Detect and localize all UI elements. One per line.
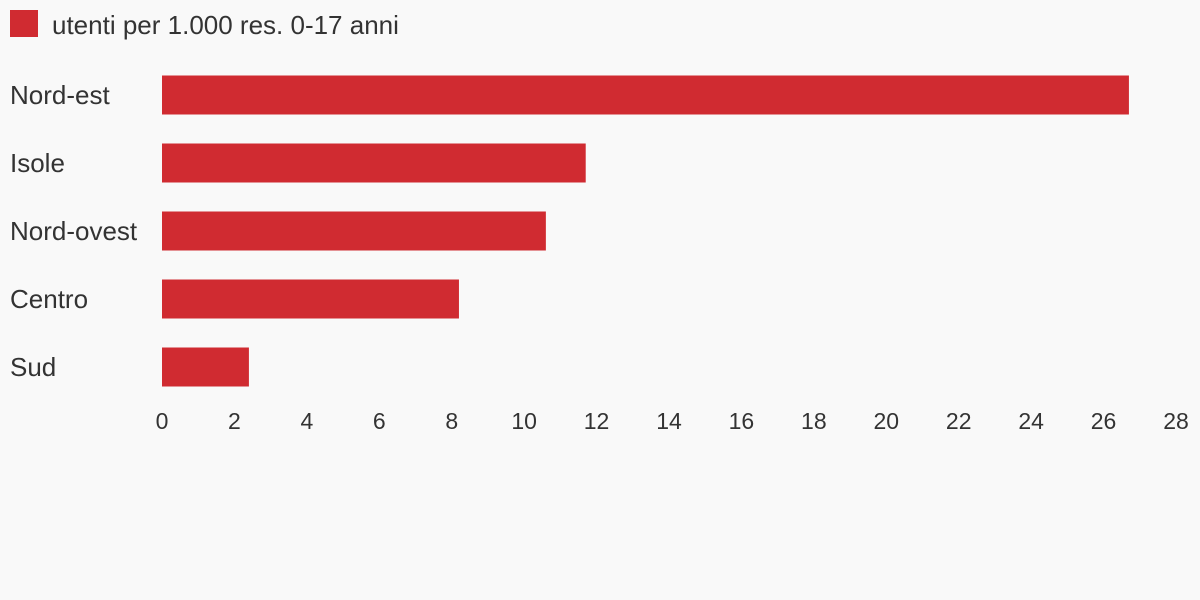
y-tick-label: Centro bbox=[10, 284, 88, 314]
bar bbox=[162, 75, 1129, 115]
y-tick-label: Sud bbox=[10, 352, 56, 382]
x-tick-label: 12 bbox=[584, 408, 610, 434]
legend-swatch bbox=[10, 10, 38, 37]
x-tick-label: 22 bbox=[946, 408, 972, 434]
x-tick-label: 20 bbox=[873, 408, 899, 434]
x-tick-label: 18 bbox=[801, 408, 827, 434]
x-tick-label: 6 bbox=[373, 408, 386, 434]
x-tick-label: 24 bbox=[1018, 408, 1044, 434]
x-tick-label: 14 bbox=[656, 408, 682, 434]
y-tick-label: Nord-ovest bbox=[10, 216, 138, 246]
bar bbox=[162, 279, 459, 319]
x-tick-label: 0 bbox=[156, 408, 169, 434]
x-tick-label: 4 bbox=[300, 408, 313, 434]
x-tick-label: 28 bbox=[1163, 408, 1189, 434]
x-tick-label: 10 bbox=[511, 408, 537, 434]
x-tick-label: 16 bbox=[729, 408, 755, 434]
bar bbox=[162, 347, 249, 387]
y-tick-label: Nord-est bbox=[10, 80, 110, 110]
bar bbox=[162, 143, 586, 183]
x-tick-label: 2 bbox=[228, 408, 241, 434]
x-tick-label: 8 bbox=[445, 408, 458, 434]
bar bbox=[162, 211, 546, 251]
legend-label: utenti per 1.000 res. 0-17 anni bbox=[52, 10, 399, 40]
x-tick-label: 26 bbox=[1091, 408, 1117, 434]
y-tick-label: Isole bbox=[10, 148, 65, 178]
